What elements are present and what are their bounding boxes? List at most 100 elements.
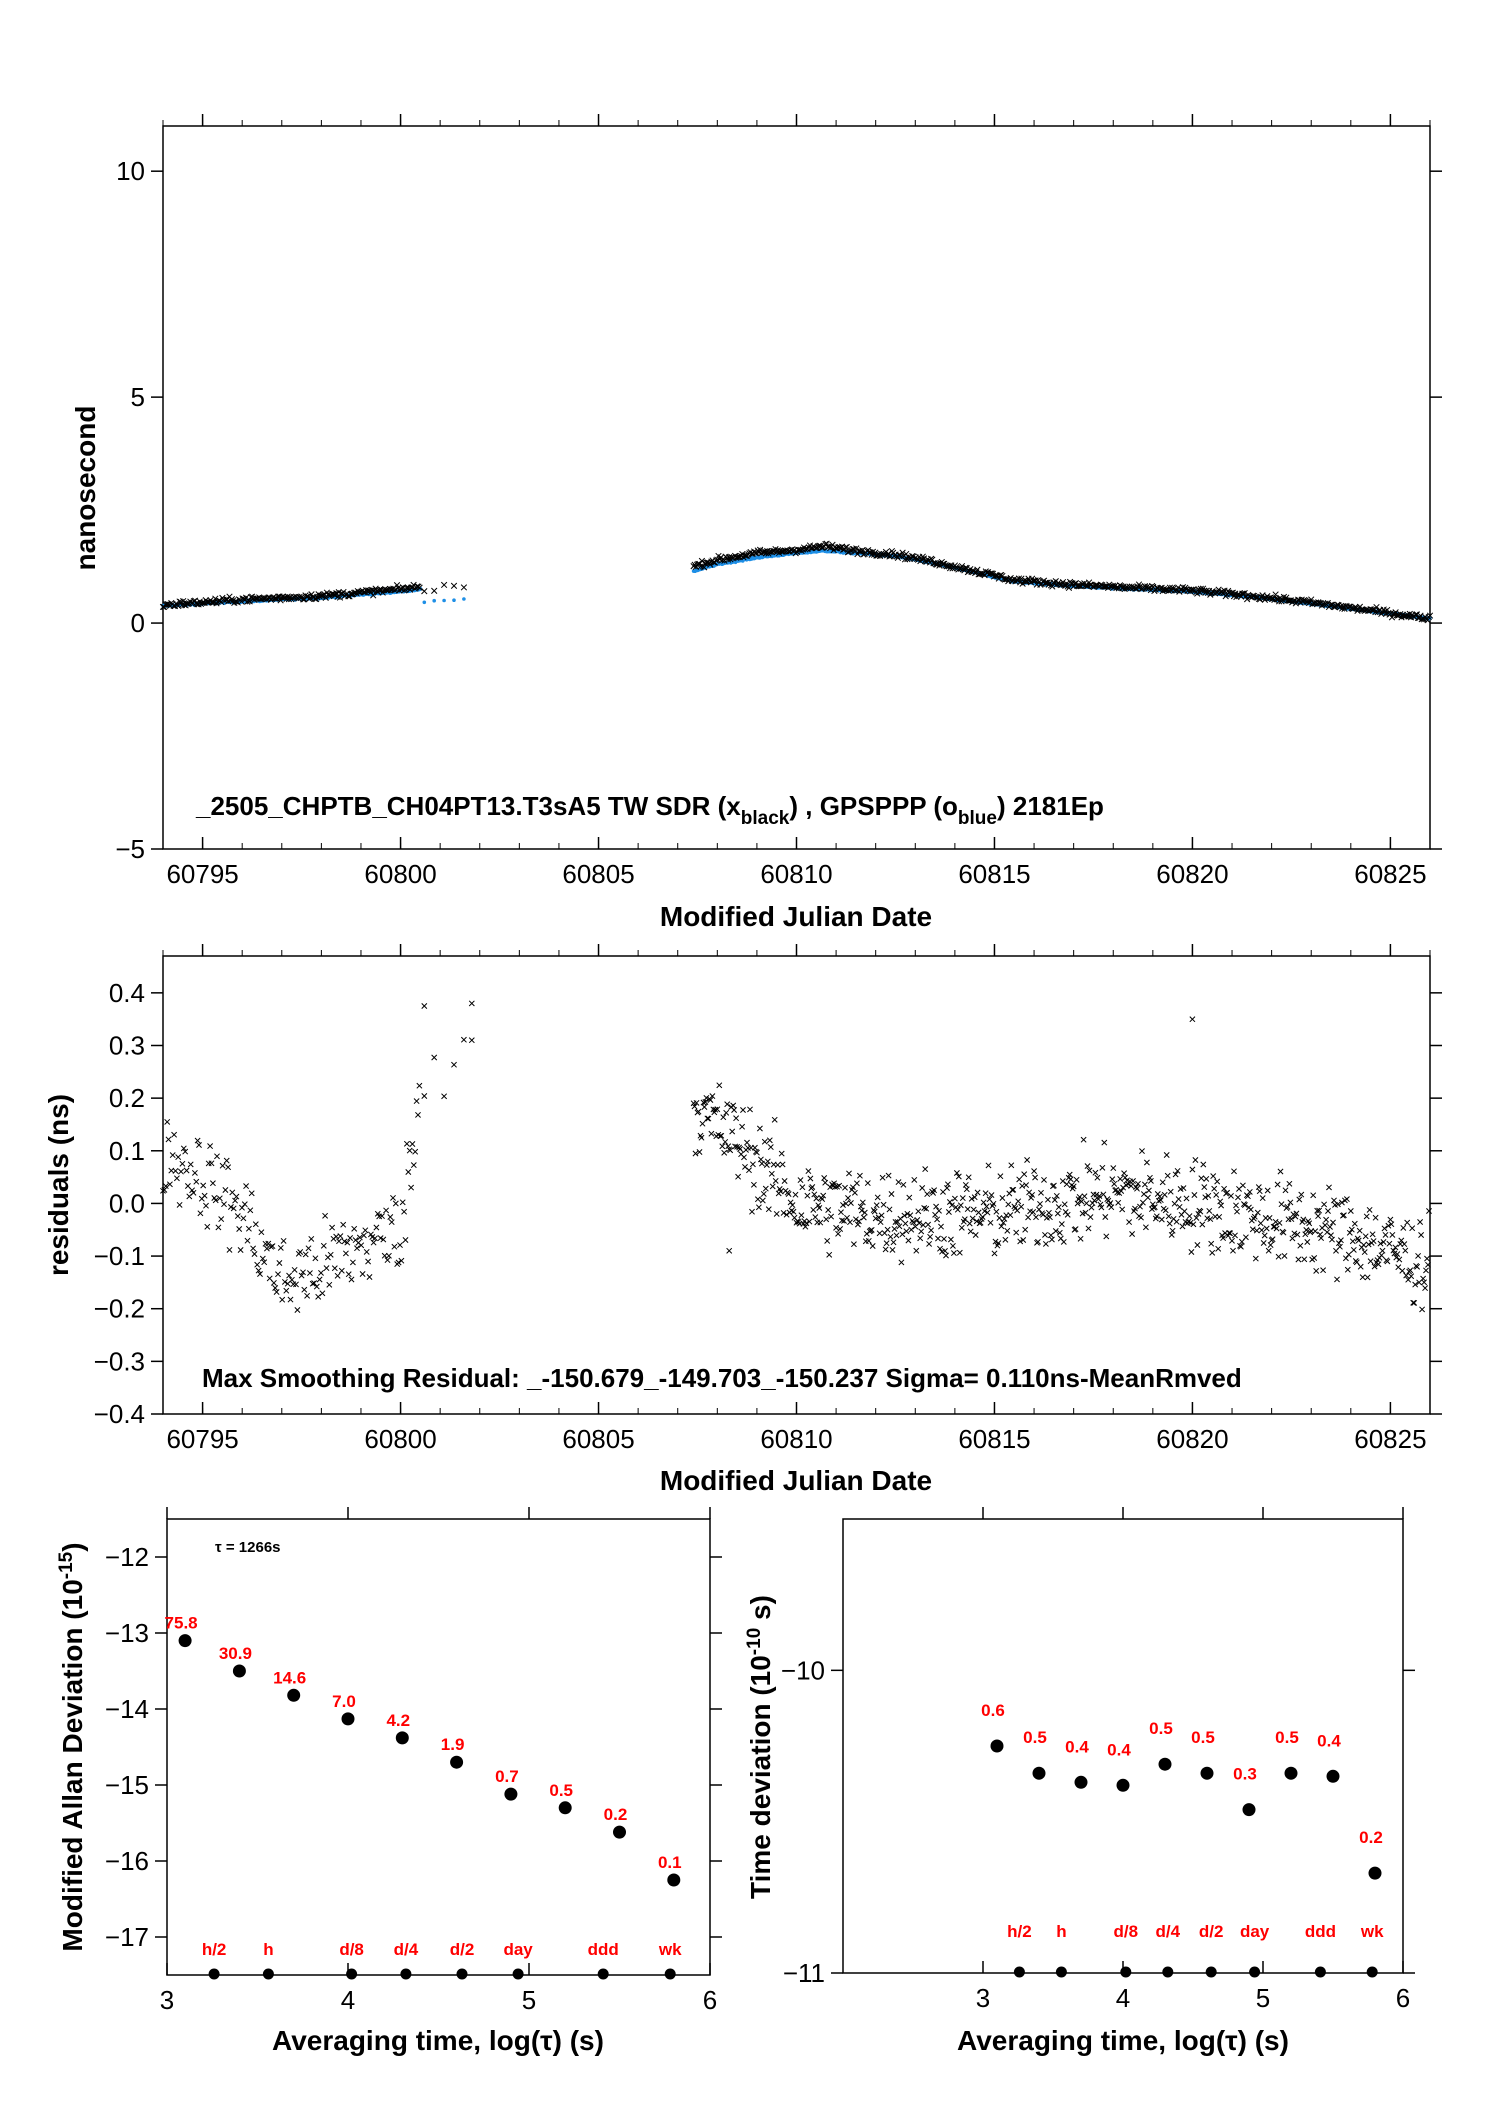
tw-sdr-point — [300, 596, 307, 603]
residual-point — [283, 1287, 290, 1294]
residual-point — [879, 1174, 886, 1181]
tw-sdr-point — [212, 595, 219, 602]
tw-sdr-point — [271, 595, 278, 602]
residual-point — [1377, 1240, 1384, 1247]
residual-point — [833, 1224, 840, 1231]
residual-point — [1349, 1238, 1356, 1245]
residual-point — [1202, 1194, 1209, 1201]
residual-point — [1117, 1175, 1124, 1182]
residual-point — [312, 1255, 319, 1262]
residual-point — [1329, 1236, 1335, 1243]
residual-point — [1103, 1233, 1110, 1240]
residual-point — [403, 1140, 410, 1147]
tw-sdr-point — [416, 584, 423, 591]
residual-point — [1318, 1235, 1325, 1242]
deviation-point — [450, 1755, 464, 1769]
residual-point — [944, 1181, 951, 1188]
residual-point — [405, 1169, 412, 1175]
residual-point — [758, 1160, 765, 1167]
residual-point — [379, 1213, 385, 1220]
reference-mark-label: day — [503, 1940, 533, 1959]
residual-point — [248, 1190, 255, 1197]
residual-point — [1073, 1176, 1080, 1183]
residual-point — [243, 1183, 250, 1190]
residual-point — [1231, 1168, 1237, 1175]
residual-point — [372, 1235, 378, 1242]
residual-point — [1343, 1196, 1350, 1203]
residual-point — [254, 1261, 261, 1268]
residual-point — [304, 1292, 311, 1299]
residual-point — [1193, 1214, 1200, 1221]
tw-sdr-point — [431, 587, 438, 594]
residual-point — [731, 1107, 738, 1113]
residual-point — [1023, 1182, 1030, 1189]
residual-point — [1304, 1239, 1311, 1245]
reference-mark — [1055, 1966, 1067, 1978]
reference-mark — [1314, 1966, 1326, 1978]
residual-point — [1422, 1285, 1429, 1292]
residual-point — [843, 1200, 849, 1207]
residual-point — [272, 1285, 279, 1291]
phase-data-marks — [159, 540, 1434, 624]
residual-point — [193, 1178, 200, 1185]
residual-point — [348, 1276, 355, 1283]
residual-point — [1370, 1238, 1377, 1245]
residual-point — [1050, 1182, 1057, 1189]
deviation-value-label: 7.0 — [332, 1692, 356, 1711]
residual-point — [1384, 1258, 1391, 1265]
residual-point — [1365, 1241, 1372, 1248]
residual-point — [750, 1181, 757, 1188]
residual-point — [421, 1093, 428, 1099]
residual-point — [852, 1216, 859, 1223]
residual-point — [753, 1149, 760, 1156]
residual-point — [1234, 1208, 1240, 1215]
residual-point — [347, 1235, 354, 1241]
residual-point — [223, 1157, 230, 1164]
residual-point — [991, 1250, 998, 1257]
residual-point — [779, 1161, 786, 1168]
residual-point — [1157, 1197, 1164, 1204]
residual-point — [700, 1099, 707, 1106]
residual-point — [387, 1214, 394, 1220]
tw-sdr-point — [440, 581, 448, 589]
residual-point — [323, 1265, 330, 1272]
residual-point — [171, 1131, 178, 1138]
residual-point — [1228, 1192, 1234, 1199]
residual-point — [1369, 1231, 1376, 1238]
residual-point — [1220, 1235, 1227, 1242]
residual-point — [778, 1150, 785, 1157]
residual-point — [1247, 1206, 1254, 1213]
residual-point — [771, 1116, 778, 1123]
residual-point — [313, 1283, 320, 1290]
reference-mark-label: ddd — [588, 1940, 619, 1959]
residual-point — [855, 1218, 862, 1225]
residual-point — [221, 1201, 227, 1208]
residual-point — [1286, 1180, 1293, 1187]
residual-point — [787, 1199, 794, 1206]
residual-point — [329, 1224, 336, 1231]
residual-point — [1258, 1227, 1265, 1234]
tw-sdr-point — [180, 597, 187, 605]
residual-point — [962, 1181, 969, 1188]
residual-point — [342, 1250, 349, 1257]
tw-sdr-point — [175, 602, 182, 610]
residual-point — [1135, 1180, 1141, 1187]
residual-point — [273, 1289, 280, 1295]
residual-point — [902, 1220, 909, 1227]
residual-point — [1205, 1192, 1212, 1199]
residual-point — [166, 1181, 173, 1188]
y-tick-label: 0.1 — [109, 1136, 145, 1166]
residual-point — [1052, 1228, 1059, 1234]
tw-sdr-point — [703, 559, 710, 566]
residual-point — [911, 1176, 918, 1183]
residual-point — [1096, 1193, 1103, 1199]
residual-point — [987, 1219, 994, 1226]
x-tick-label: 60815 — [958, 859, 1030, 889]
residual-point — [1098, 1204, 1105, 1211]
residual-point — [245, 1225, 252, 1232]
residual-point — [293, 1281, 299, 1288]
residual-point — [1334, 1201, 1341, 1208]
residual-point — [828, 1213, 835, 1220]
residual-point — [190, 1189, 197, 1196]
residual-point — [1147, 1177, 1154, 1184]
